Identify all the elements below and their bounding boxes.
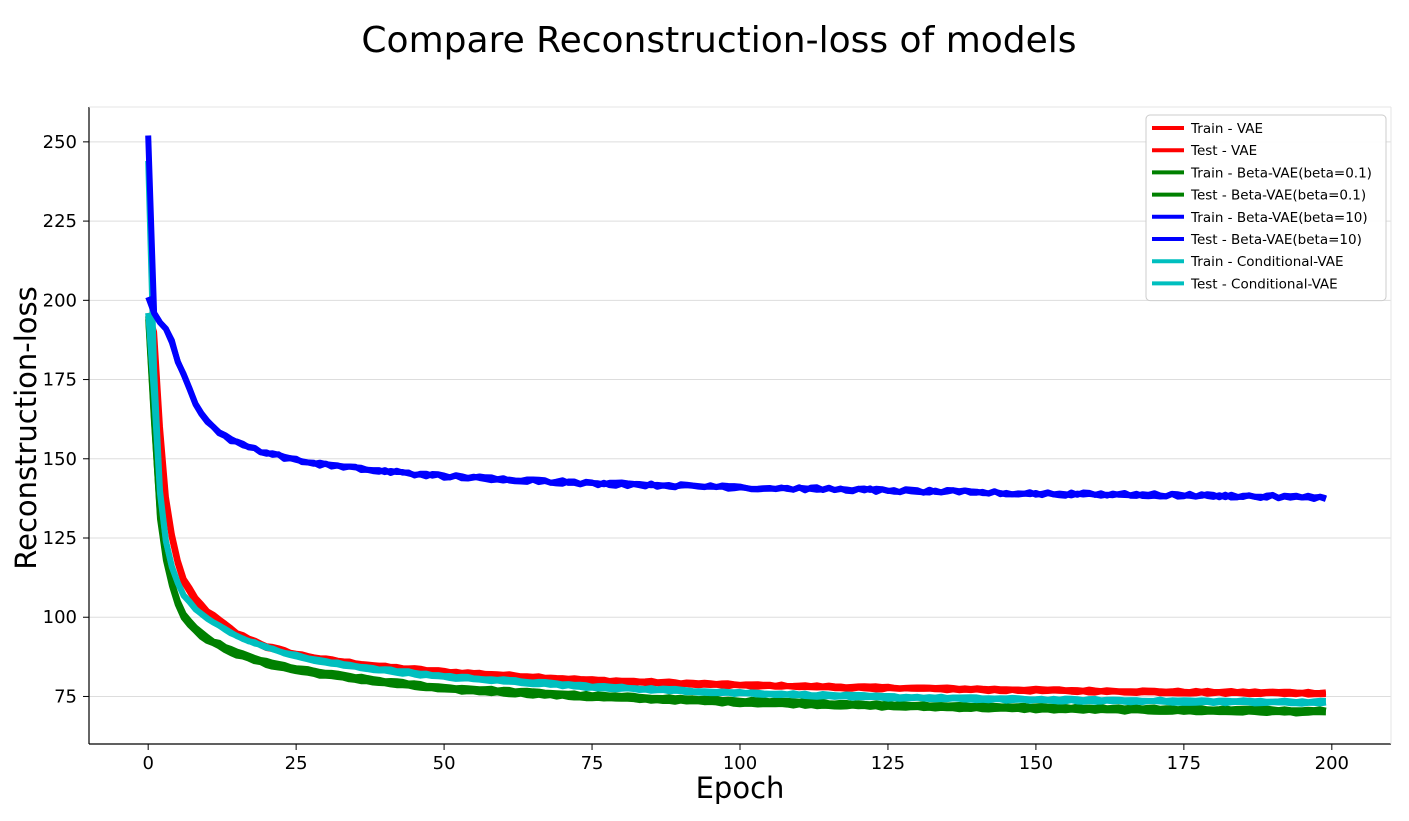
- y-tick-label: 225: [43, 211, 77, 232]
- legend-box: [1145, 114, 1387, 302]
- x-tick-label: 75: [581, 753, 604, 774]
- series-line-2: [145, 316, 1326, 717]
- y-tick-label: 250: [43, 132, 77, 153]
- series-line-3: [145, 319, 1327, 714]
- y-tick-label: 175: [43, 370, 77, 391]
- legend-entry: Test - Beta-VAE(beta=0.1): [1190, 188, 1366, 204]
- y-tick-label: 100: [43, 607, 77, 628]
- series-line-7: [145, 312, 1327, 707]
- legend-entry: Train - Beta-VAE(beta=10): [1190, 210, 1368, 226]
- x-tick-label: 50: [433, 753, 456, 774]
- series-line-0: [145, 312, 1327, 696]
- chart-title: Compare Reconstruction-loss of models: [361, 20, 1076, 61]
- tick-labels: 75 100 125 150 175 200 225 250 0 25 50 75 100 125 150 1…: [43, 132, 1349, 774]
- legend-entry: Train - VAE: [1190, 121, 1263, 137]
- y-axis-label: Reconstruction-loss: [9, 286, 43, 570]
- x-tick-label: 25: [285, 753, 308, 774]
- x-tick-label: 125: [871, 753, 905, 774]
- legend-entry: Train - Conditional-VAE: [1190, 254, 1344, 270]
- y-tick-label: 125: [43, 528, 77, 549]
- legend-entry: Test - Beta-VAE(beta=10): [1190, 232, 1362, 248]
- legend-entry: Train - Beta-VAE(beta=0.1): [1190, 165, 1372, 181]
- y-tick-label: 75: [54, 686, 77, 707]
- series-line-5: [145, 296, 1327, 502]
- series-line-1: [145, 315, 1326, 698]
- legend: Train - VAE Test - VAE Train - Beta-VAE(be…: [1145, 114, 1387, 302]
- legend-entry: Test - Conditional-VAE: [1190, 276, 1338, 292]
- y-tick-label: 200: [43, 290, 77, 311]
- x-tick-label: 175: [1167, 753, 1201, 774]
- y-tick-label: 150: [43, 449, 77, 470]
- x-tick-label: 0: [142, 753, 153, 774]
- x-axis-label: Epoch: [696, 771, 785, 805]
- x-tick-label: 150: [1019, 753, 1053, 774]
- grid-lines: [89, 141, 1391, 697]
- axes: [83, 106, 1392, 750]
- x-tick-label: 200: [1315, 753, 1349, 774]
- legend-entry: Test - VAE: [1190, 143, 1257, 159]
- series-lines: [145, 135, 1327, 717]
- x-tick-label: 100: [723, 753, 757, 774]
